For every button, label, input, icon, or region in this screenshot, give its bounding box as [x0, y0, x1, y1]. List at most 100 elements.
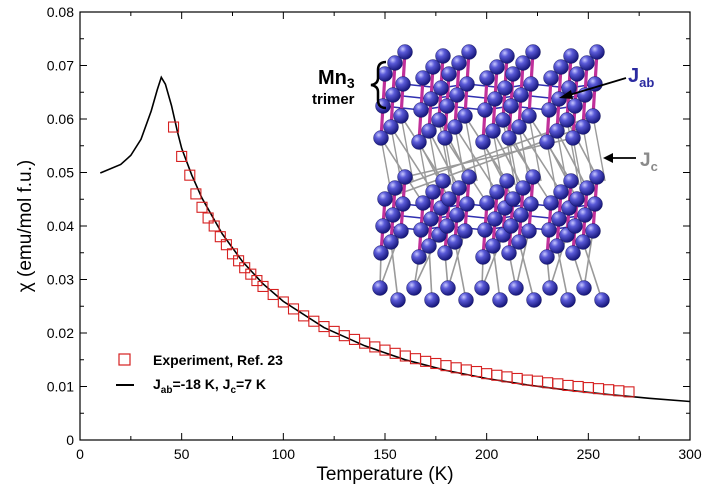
experiment-point: [267, 288, 279, 301]
mn-atom: [451, 55, 467, 71]
experiment-point: [552, 378, 564, 390]
mn-atom: [395, 196, 411, 212]
legend-marker-experiment: [118, 353, 131, 366]
mn-atom: [433, 80, 449, 96]
mn-atom: [525, 169, 541, 185]
jc-bond: [390, 241, 399, 301]
trimer-brace: [370, 60, 387, 110]
legend-label-experiment: Experiment, Ref. 23: [153, 352, 283, 368]
mn-atom: [551, 91, 567, 107]
experiment-point: [257, 280, 269, 293]
mn-atom: [479, 195, 495, 211]
mn-atom: [373, 245, 389, 261]
mn-atom: [549, 238, 565, 254]
mn-atom: [387, 55, 403, 71]
y-tick-label: 0.07: [47, 58, 74, 74]
y-tick-label: 0.04: [47, 218, 74, 234]
legend: Experiment, Ref. 23 Jab=-18 K, Jc=7 K: [116, 352, 283, 396]
mn-atom: [435, 173, 451, 189]
mn-atom: [487, 211, 503, 227]
y-tick-label: 0.06: [47, 111, 74, 127]
mn-atom: [425, 184, 441, 200]
mn-atom: [508, 280, 524, 296]
mn-atom: [477, 102, 493, 118]
experiment-point: [214, 231, 226, 243]
experiment-points: [167, 121, 635, 398]
jab-arrow: [565, 77, 627, 97]
experiment-point: [190, 188, 202, 200]
mn-atom: [523, 196, 539, 212]
mn-atom: [492, 292, 508, 308]
mn-atom: [523, 76, 539, 92]
mn-atom: [475, 249, 491, 265]
mn-atom: [569, 66, 585, 82]
mn-atom: [485, 238, 501, 254]
trimer-label: trimer: [312, 91, 355, 108]
x-tick-label: 150: [373, 446, 397, 462]
experiment-point: [277, 296, 289, 308]
model-curve: [99, 75, 691, 403]
mn-atom: [575, 119, 591, 135]
mn-atom: [395, 76, 411, 92]
mn-atom: [397, 44, 413, 60]
experiment-point: [542, 377, 554, 389]
experiment-point: [226, 248, 239, 260]
mn-atom: [421, 238, 437, 254]
mn-atom: [499, 173, 515, 189]
mn-atom: [563, 173, 579, 189]
experiment-point: [233, 255, 245, 267]
mn-atom: [435, 48, 451, 64]
experiment-point: [176, 150, 188, 162]
mn-atom: [447, 234, 463, 250]
jc-bond: [556, 245, 569, 301]
mn-atom: [451, 180, 467, 196]
crystal-structure-inset: Mn3 trimer Jab Jc: [312, 44, 658, 308]
mn-atom: [413, 222, 429, 238]
mn-atom: [393, 108, 409, 124]
mn-atom: [513, 87, 529, 103]
experiment-point: [582, 382, 594, 394]
mn-atom: [511, 119, 527, 135]
jc-bond: [582, 241, 603, 301]
jc-bond: [492, 245, 501, 301]
mn-atom: [421, 123, 437, 139]
jc-bond: [438, 119, 452, 186]
mn-atom: [461, 169, 477, 185]
mn-atom: [559, 112, 575, 128]
axis-ticks: [79, 11, 691, 441]
mn-atom: [560, 292, 576, 308]
mn-atom: [415, 195, 431, 211]
mn-atom: [411, 134, 427, 150]
x-tick-label: 200: [475, 446, 499, 462]
jc-bond: [454, 241, 467, 301]
mn-atom: [513, 207, 529, 223]
mn-atom: [541, 222, 557, 238]
experiment-point: [208, 220, 220, 232]
mn-atom: [423, 211, 439, 227]
jab-arrowhead: [559, 90, 573, 99]
experiment-point: [239, 262, 251, 274]
y-axis-title: χ (emu/mol f.u.): [15, 160, 36, 292]
mn-atom: [411, 249, 427, 265]
mn-atom: [385, 87, 401, 103]
mn3-label-sub: 3: [347, 75, 355, 91]
mn-atom: [373, 130, 389, 146]
mn-atom: [505, 66, 521, 82]
jc-bond: [428, 130, 460, 189]
mn-atom: [549, 123, 565, 139]
model-line-path: [99, 75, 691, 403]
mn-atom: [577, 207, 593, 223]
mn-atom: [390, 292, 406, 308]
mn-atom: [423, 91, 439, 107]
mn-atom: [563, 48, 579, 64]
mn-atom: [415, 70, 431, 86]
experiment-point: [287, 303, 300, 315]
mn-atom: [439, 218, 455, 234]
x-tick-label: 300: [678, 446, 702, 462]
mn-atom: [553, 59, 569, 75]
experiment-point: [202, 212, 214, 224]
x-tick-label: 250: [577, 446, 601, 462]
mn-atom: [543, 70, 559, 86]
experiment-point: [623, 386, 635, 398]
mn-atom: [576, 280, 592, 296]
